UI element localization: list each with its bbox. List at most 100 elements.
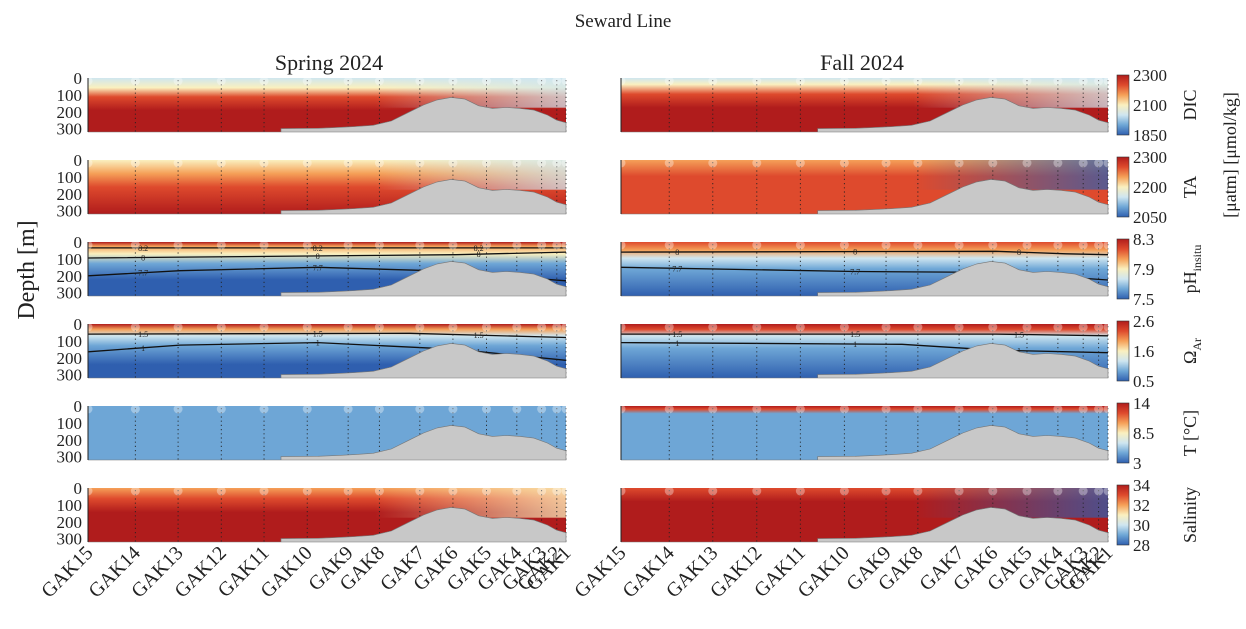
station-sample-dot (561, 240, 571, 250)
station-sample-dot (664, 486, 674, 496)
station-sample-dot (881, 486, 891, 496)
station-sample-dot (259, 404, 269, 414)
station-sample-dot (259, 158, 269, 168)
contour-label-omega: 1 (853, 340, 857, 349)
station-sample-dot (216, 158, 226, 168)
station-sample-dot (537, 76, 547, 86)
station-sample-dot (481, 240, 491, 250)
station-sample-dot (302, 486, 312, 496)
station-sample-dot (1103, 240, 1113, 250)
bathymetry (88, 261, 567, 297)
station-sample-dot (374, 486, 384, 496)
contour-label-omega: 1.5 (850, 330, 860, 339)
colorbar-tick-label: 0.5 (1133, 372, 1154, 391)
depth-tick-label: 200 (57, 349, 83, 368)
station-sample-dot (1094, 322, 1104, 332)
contour-label-omega: 1.5 (474, 331, 484, 340)
colorbar-tick-label: 2.6 (1133, 312, 1154, 331)
colorbar-tick-label: 2100 (1133, 96, 1167, 115)
colorbar-tick-label: 7.9 (1133, 260, 1154, 279)
contour-ph-8 (620, 250, 1109, 256)
bathymetry (88, 507, 567, 543)
station-sample-dot (839, 486, 849, 496)
contour-label-omega: 1.5 (672, 330, 682, 339)
station-sample-dot (415, 486, 425, 496)
station-sample-dot (552, 158, 562, 168)
station-sample-dot (374, 158, 384, 168)
contour-ph-8 (87, 251, 567, 259)
depth-tick-label: 0 (74, 315, 83, 334)
station-sample-dot (1022, 322, 1032, 332)
depth-tick-label: 300 (57, 120, 83, 139)
station-sample-dot (752, 240, 762, 250)
station-sample-dot (512, 404, 522, 414)
station-sample-dot (1103, 76, 1113, 86)
station-sample-dot (1078, 76, 1088, 86)
station-sample-dot (913, 404, 923, 414)
station-sample-dot (552, 486, 562, 496)
colorbar-omega: 2.6 1.6 0.5 ΩAr (1116, 312, 1204, 391)
station-sample-dot (130, 486, 140, 496)
station-sample-dot (839, 240, 849, 250)
depth-tick-label: 200 (57, 185, 83, 204)
station-sample-dot (839, 322, 849, 332)
contour-label-ph: 8 (141, 254, 145, 263)
station-sample-dot (448, 240, 458, 250)
station-sample-dot (259, 322, 269, 332)
colorbar-strip (1116, 156, 1130, 218)
station-sample-dot (415, 404, 425, 414)
contour-omega-1 (87, 341, 567, 361)
station-sample-dot (481, 486, 491, 496)
station-sample-dot (1103, 404, 1113, 414)
depth-tick-label: 0 (74, 397, 83, 416)
shoreward-tint (88, 160, 566, 190)
colorbar-tick-label: 14 (1133, 394, 1151, 413)
station-sample-dot (708, 486, 718, 496)
bathymetry (621, 179, 1109, 215)
depth-tick-label: 200 (57, 267, 83, 286)
station-sample-dot (954, 404, 964, 414)
station-sample-dot (708, 158, 718, 168)
station-sample-dot (913, 158, 923, 168)
station-sample-dot (1078, 404, 1088, 414)
station-sample-dot (954, 322, 964, 332)
station-sample-dot (512, 486, 522, 496)
colorbar-tick-label: 1.6 (1133, 342, 1154, 361)
station-sample-dot (374, 322, 384, 332)
bathymetry (621, 425, 1109, 461)
station-sample-dot (1022, 240, 1032, 250)
station-sample-dot (552, 76, 562, 86)
panel-ta-fall (616, 158, 1113, 215)
colorbar-label: DIC (1180, 90, 1200, 121)
station-sample-dot (988, 158, 998, 168)
station-sample-dot (374, 404, 384, 414)
contour-omega-1.5 (621, 333, 1109, 337)
colorbar-temp: 14 8.5 3 T [°C] (1116, 394, 1200, 473)
shoreward-tint (88, 488, 566, 518)
station-tick-label: GAK15 (570, 542, 630, 602)
station-sample-dot (537, 404, 547, 414)
colorbar-tick-label: 30 (1133, 516, 1150, 535)
colorbar-tick-label: 2200 (1133, 178, 1167, 197)
station-sample-dot (130, 322, 140, 332)
station-sample-dot (1094, 486, 1104, 496)
station-sample-dot (481, 322, 491, 332)
station-sample-dot (374, 240, 384, 250)
colorbar-strip (1116, 74, 1130, 136)
station-sample-dot (512, 240, 522, 250)
station-sample-dot (448, 404, 458, 414)
station-sample-dot (795, 76, 805, 86)
station-sample-dot (1094, 76, 1104, 86)
station-sample-dot (1022, 486, 1032, 496)
station-sample-dot (552, 404, 562, 414)
station-sample-dot (343, 322, 353, 332)
station-sample-dot (302, 240, 312, 250)
colorbar-tick-label: 2050 (1133, 208, 1167, 227)
station-sample-dot (552, 322, 562, 332)
colorbar-tick-label: 8.5 (1133, 424, 1154, 443)
colorbar-strip (1116, 320, 1130, 382)
colorbar-label: pHinsitu (1180, 245, 1204, 294)
